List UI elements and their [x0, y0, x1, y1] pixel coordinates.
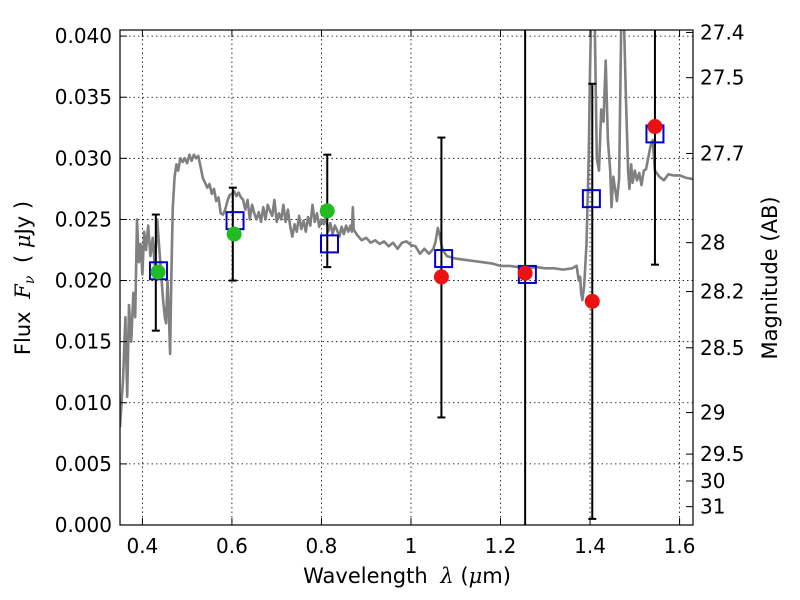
model-square-marker — [581, 189, 601, 209]
x-tick-label: 1.4 — [574, 534, 606, 558]
y-tick-label: 0.000 — [55, 513, 112, 537]
y-tick-label: 0.015 — [55, 330, 112, 354]
tick-marks — [120, 30, 693, 526]
red-data-point — [433, 269, 449, 285]
red-data-point — [517, 265, 533, 281]
y-tick-label: 0.035 — [55, 85, 112, 109]
plot-area — [120, 30, 693, 525]
x-tick-labels: 0.4 0.6 0.8 1 1.2 1.4 1.6 — [126, 534, 695, 558]
y2-tick-label: 29.5 — [700, 442, 745, 466]
x-tick-label: 1 — [405, 534, 418, 558]
y2-tick-label: 27.4 — [700, 20, 745, 44]
y2-axis-label: Magnitude (AB) — [758, 196, 782, 359]
x-tick-label: 0.4 — [126, 534, 158, 558]
y2-tick-label: 29 — [700, 401, 725, 425]
y-tick-label: 0.010 — [55, 391, 112, 415]
spectrum-line — [120, 30, 693, 428]
y2-tick-label: 30 — [700, 469, 725, 493]
y2-tick-label: 28 — [700, 231, 725, 255]
y-axis-label: Flux Fν ( μJy ) — [11, 201, 38, 355]
model-square-marker — [434, 249, 454, 269]
y2-tick-label: 31 — [700, 495, 725, 519]
y2-tick-label: 27.7 — [700, 141, 745, 165]
x-axis-label: Wavelength λ (μm) — [303, 564, 511, 588]
y-tick-labels: 0.000 0.005 0.010 0.015 0.020 0.025 0.030 0.035… — [55, 24, 112, 537]
y-tick-label: 0.030 — [55, 146, 112, 170]
y2-tick-label: 28.5 — [700, 336, 745, 360]
y-tick-label: 0.020 — [55, 269, 112, 293]
x-tick-label: 1.2 — [485, 534, 517, 558]
green-data-point — [150, 264, 166, 280]
green-data-point — [226, 226, 242, 242]
y2-tick-label: 28.2 — [700, 280, 745, 304]
y-tick-label: 0.025 — [55, 207, 112, 231]
x-tick-label: 1.6 — [664, 534, 696, 558]
plot-frame — [119, 29, 694, 526]
y2-tick-label: 27.5 — [700, 66, 745, 90]
model-square-marker — [225, 211, 245, 231]
model-square-marker — [320, 234, 340, 254]
y-tick-label: 0.005 — [55, 452, 112, 476]
y-tick-label: 0.040 — [55, 24, 112, 48]
green-data-point — [319, 203, 335, 219]
red-data-point — [647, 119, 663, 135]
red-data-point — [584, 293, 600, 309]
x-tick-label: 0.6 — [216, 534, 248, 558]
x-tick-label: 0.8 — [306, 534, 338, 558]
